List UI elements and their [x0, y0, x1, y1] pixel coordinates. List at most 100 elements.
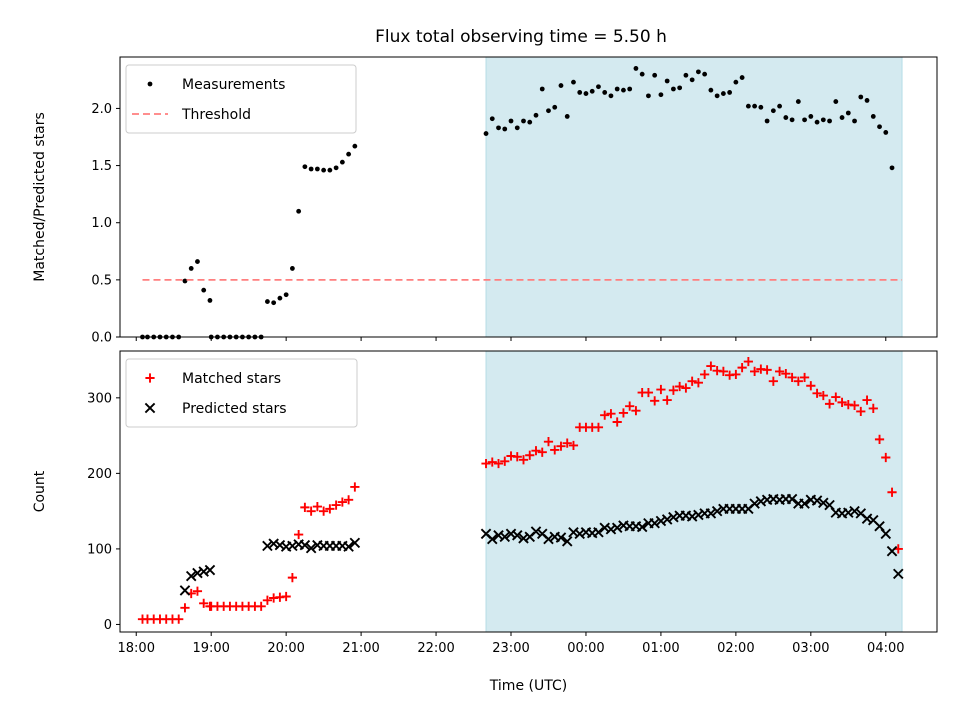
data-point — [543, 533, 554, 545]
data-point — [636, 521, 648, 533]
data-point — [308, 166, 314, 172]
data-point — [812, 388, 822, 398]
data-point — [711, 505, 723, 517]
data-point — [331, 500, 341, 510]
data-point — [265, 299, 270, 304]
data-point — [274, 539, 286, 551]
data-point — [556, 441, 566, 451]
data-point — [762, 365, 772, 375]
flux-panel: 0.0 0.5 1.0 1.5 2.0 Matched/Predicted stars Me… — [32, 56, 938, 346]
x-tick-label: 22:00 — [417, 641, 454, 656]
legend-label: Matched stars — [182, 371, 281, 387]
data-point — [668, 511, 679, 523]
data-point — [337, 497, 347, 507]
data-point — [668, 385, 679, 395]
data-point — [185, 570, 197, 582]
legend-marker-swatch — [147, 81, 153, 87]
data-point — [693, 509, 704, 521]
x-tick-label: 20:00 — [267, 641, 304, 656]
data-point — [843, 507, 854, 518]
data-point — [727, 90, 733, 95]
data-point — [608, 93, 614, 99]
data-point — [887, 487, 897, 497]
data-point — [596, 84, 601, 90]
y-axis-label: Matched/Predicted stars — [32, 112, 48, 282]
data-point — [514, 125, 520, 131]
data-point — [199, 598, 209, 608]
data-point — [737, 363, 747, 373]
axes-frame — [119, 56, 938, 338]
data-point — [300, 502, 310, 512]
x-tick-label: 00:00 — [567, 641, 604, 656]
data-point — [799, 498, 810, 509]
data-point — [833, 99, 839, 104]
data-point — [745, 103, 751, 109]
data-point — [639, 71, 645, 77]
data-point — [312, 502, 322, 512]
data-point — [849, 505, 860, 517]
data-point — [192, 586, 203, 596]
data-point — [787, 372, 797, 383]
data-point — [655, 515, 667, 527]
data-point — [287, 540, 298, 552]
data-point — [646, 93, 651, 99]
data-point — [611, 522, 623, 534]
data-point — [289, 266, 295, 271]
data-point — [262, 595, 273, 605]
data-point — [795, 99, 801, 104]
data-point — [558, 83, 564, 88]
data-point — [870, 114, 876, 119]
data-point — [207, 298, 213, 303]
data-point — [618, 408, 629, 418]
legend: Measurements Threshold — [125, 64, 357, 134]
data-point — [493, 530, 504, 541]
data-point — [749, 498, 760, 509]
data-point — [518, 533, 529, 544]
data-point — [512, 452, 522, 462]
data-point — [277, 295, 283, 301]
data-point — [537, 447, 547, 457]
data-point — [786, 493, 798, 505]
data-point — [174, 614, 184, 624]
data-point — [180, 603, 190, 613]
data-point — [343, 541, 354, 552]
data-point — [681, 383, 691, 393]
data-point — [489, 116, 495, 122]
data-point — [499, 531, 511, 543]
data-point — [571, 79, 576, 85]
data-point — [755, 496, 767, 507]
data-point — [346, 151, 352, 157]
data-point — [799, 372, 810, 383]
data-point — [806, 381, 816, 391]
data-point — [602, 90, 608, 95]
data-point — [652, 72, 658, 78]
data-point — [314, 166, 320, 172]
data-point — [268, 538, 279, 549]
data-point — [562, 438, 572, 448]
x-tick-label: 19:00 — [192, 641, 229, 656]
data-point — [593, 422, 604, 432]
observing-span-shade — [485, 56, 903, 338]
data-point — [192, 567, 203, 579]
axes-frame — [119, 350, 938, 633]
data-point — [883, 130, 889, 135]
data-point — [530, 526, 542, 537]
data-point — [893, 568, 904, 580]
data-point — [868, 403, 878, 414]
data-point — [481, 458, 491, 469]
data-point — [496, 125, 501, 131]
data-point — [818, 390, 828, 401]
data-point — [820, 117, 826, 123]
data-point — [621, 87, 626, 93]
data-point — [550, 445, 560, 455]
data-point — [686, 511, 698, 522]
data-point — [677, 85, 683, 91]
data-point — [287, 573, 297, 583]
data-point — [720, 91, 726, 96]
data-point — [874, 434, 885, 444]
data-point — [605, 523, 617, 535]
data-point — [675, 381, 685, 392]
series-predicted-stars — [179, 493, 904, 596]
data-point — [687, 376, 697, 386]
data-point — [281, 591, 291, 602]
